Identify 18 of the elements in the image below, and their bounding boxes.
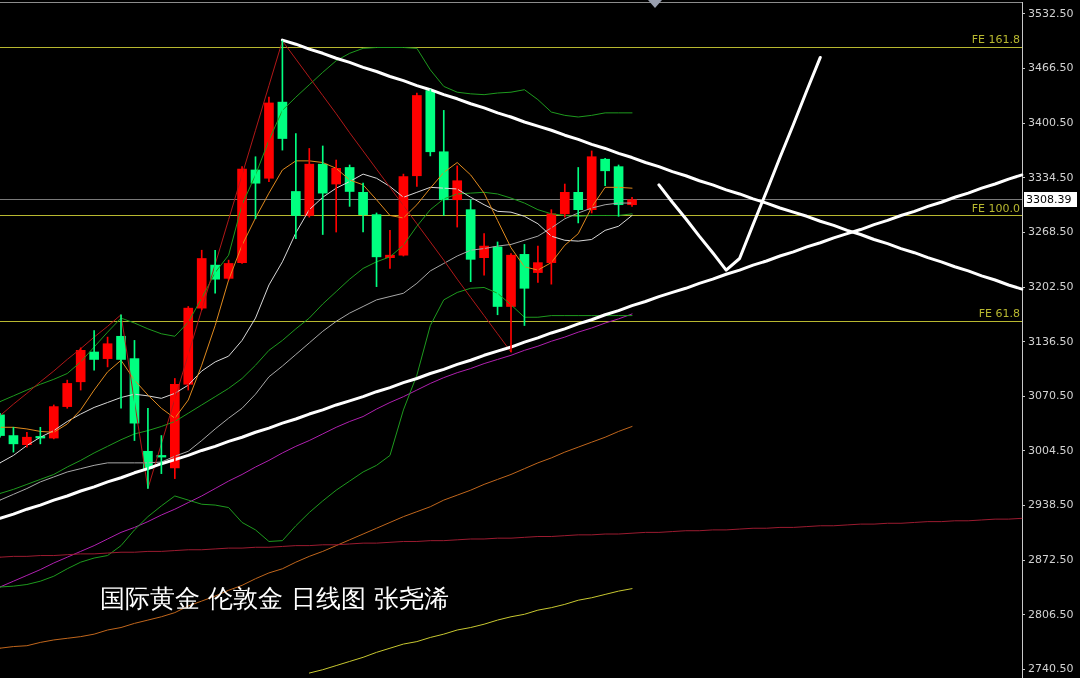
y-tick-label: 3532.50 <box>1028 6 1074 20</box>
y-tick-label: 3202.50 <box>1028 279 1074 293</box>
y-tick-label: 3466.50 <box>1028 61 1074 75</box>
y-tick-label: 3004.50 <box>1028 443 1074 457</box>
y-tick-label: 2938.50 <box>1028 498 1074 512</box>
ref-line-label: FE 100.0 <box>971 201 1020 215</box>
y-tick-label: 2806.50 <box>1028 607 1074 621</box>
y-tick-label: 3400.50 <box>1028 116 1074 130</box>
ref-line-label: 3308.39 <box>1026 192 1072 206</box>
ref-line-label: FE 161.8 <box>971 33 1020 47</box>
annotation: 国际黄金 伦敦金 日线图 张尧浠 <box>100 583 449 613</box>
y-tick-label: 2740.50 <box>1028 662 1074 676</box>
y-tick-label: 3070.50 <box>1028 389 1074 403</box>
y-tick-label: 2872.50 <box>1028 552 1074 566</box>
y-tick-label: 3334.50 <box>1028 170 1074 184</box>
ref-line-label: FE 61.8 <box>978 306 1020 320</box>
y-tick-label: 3136.50 <box>1028 334 1074 348</box>
y-tick-label: 3268.50 <box>1028 225 1074 239</box>
